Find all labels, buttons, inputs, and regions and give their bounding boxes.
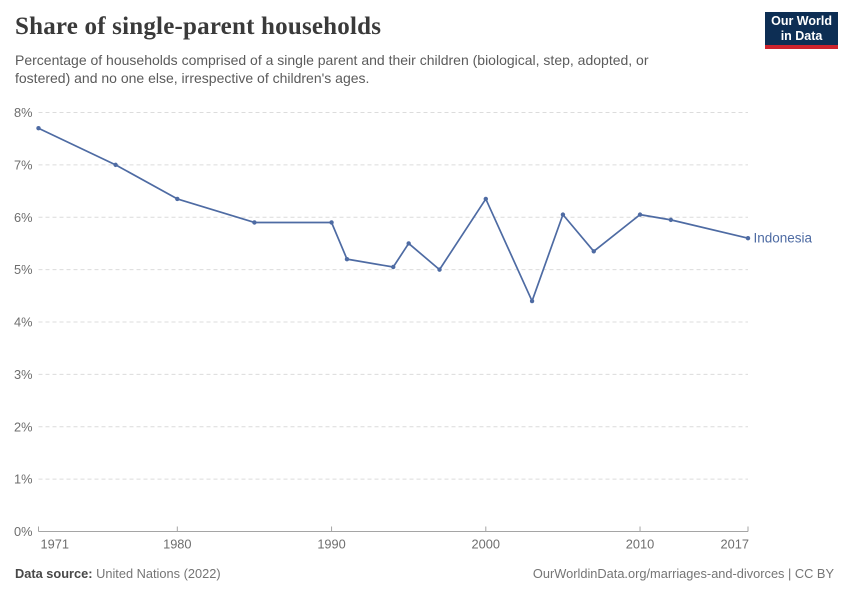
data-source: Data source: United Nations (2022) — [15, 566, 221, 581]
citation-link[interactable]: OurWorldinData.org/marriages-and-divorce… — [532, 566, 834, 581]
data-point — [668, 217, 674, 223]
data-point — [113, 162, 118, 168]
y-tick-label: 5% — [14, 262, 33, 277]
entity-label: Indonesia — [754, 231, 813, 246]
data-point — [529, 298, 535, 304]
owid-logo-line-1: Our World — [771, 14, 832, 28]
data-point — [329, 220, 334, 225]
data-point — [437, 267, 442, 272]
y-tick-label: 0% — [14, 524, 33, 539]
y-tick-label: 7% — [14, 157, 33, 172]
chart-header: Share of single-parent households Percen… — [15, 13, 755, 88]
y-tick-label: 8% — [14, 105, 33, 120]
data-point — [591, 249, 596, 254]
data-point — [175, 196, 180, 202]
chart-subtitle: Percentage of households comprised of a … — [15, 51, 755, 88]
data-point — [391, 264, 396, 270]
data-source-value: United Nations (2022) — [96, 566, 221, 581]
y-tick-label: 2% — [14, 419, 33, 434]
chart-footer: Data source: United Nations (2022) OurWo… — [15, 566, 834, 581]
y-tick-label: 3% — [14, 367, 33, 382]
data-point — [36, 126, 41, 131]
data-point — [252, 220, 257, 225]
data-point — [560, 212, 566, 217]
data-point — [745, 236, 751, 241]
owid-logo[interactable]: Our World in Data — [765, 12, 838, 49]
data-point — [344, 256, 350, 262]
series-line — [37, 127, 749, 302]
y-tick-label: 4% — [14, 315, 33, 330]
y-tick-label: 6% — [14, 210, 33, 225]
subtitle-line-2: fostered) and no one else, irrespective … — [15, 70, 370, 87]
x-tick-label: 2010 — [626, 537, 654, 552]
x-tick-label: 1980 — [163, 537, 191, 552]
x-tick-label: 2000 — [472, 537, 500, 552]
x-tick-label: 2017 — [721, 537, 749, 552]
subtitle-line-1: Percentage of households comprised of a … — [15, 52, 649, 68]
x-tick-label: 1990 — [317, 537, 345, 552]
owid-logo-line-2: in Data — [780, 28, 823, 43]
data-point — [637, 212, 643, 217]
y-tick-label: 1% — [14, 472, 33, 487]
data-point — [406, 241, 411, 246]
page-title: Share of single-parent households — [15, 13, 382, 40]
x-tick-label: 1971 — [41, 537, 69, 552]
data-point — [483, 196, 488, 202]
data-source-label: Data source: — [15, 566, 93, 581]
